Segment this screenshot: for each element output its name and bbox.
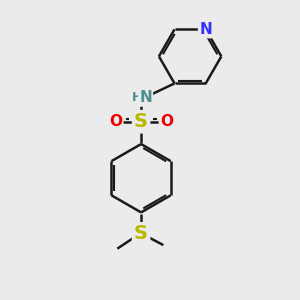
Text: O: O [160, 114, 173, 129]
Text: H: H [131, 92, 142, 104]
Text: N: N [200, 22, 212, 37]
Text: S: S [134, 224, 148, 243]
Text: S: S [134, 112, 148, 131]
Text: O: O [109, 114, 122, 129]
Text: N: N [139, 91, 152, 106]
